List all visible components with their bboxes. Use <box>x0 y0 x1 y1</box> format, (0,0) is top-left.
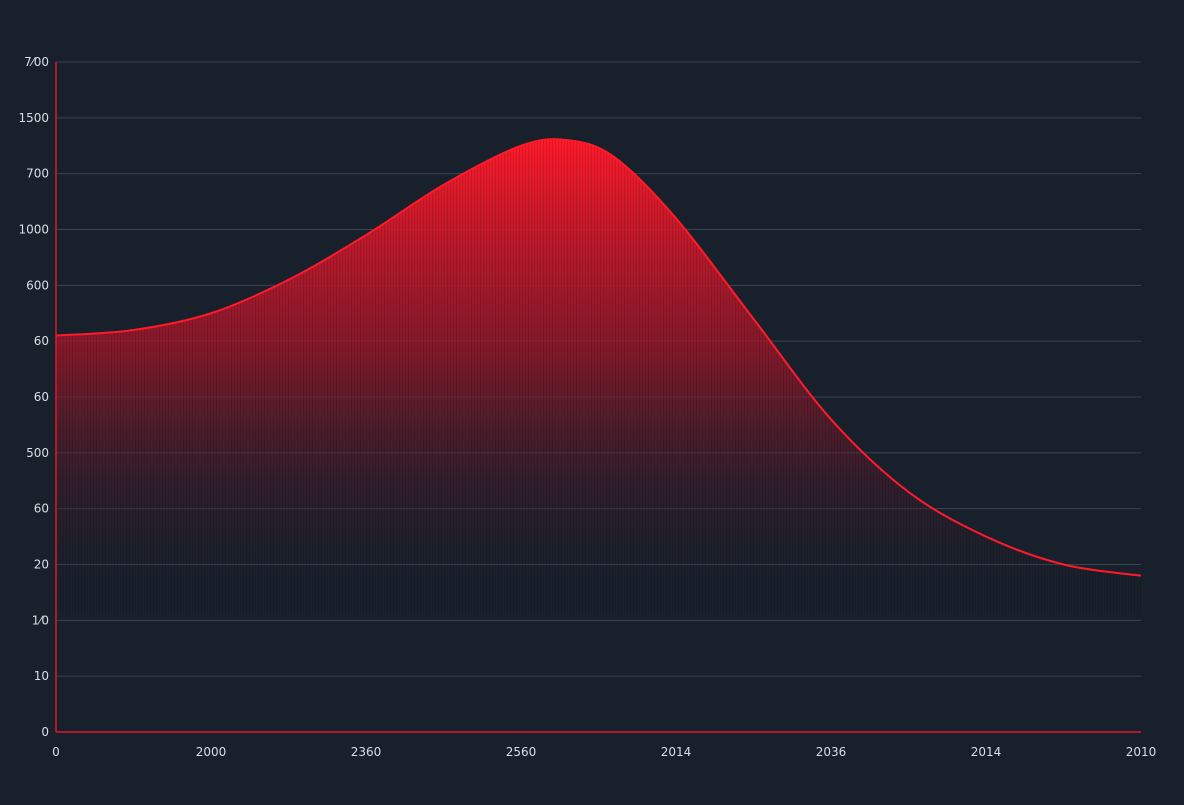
x-tick-label: 2560 <box>506 745 537 759</box>
y-tick-label: 500 <box>26 446 49 460</box>
y-tick-label: 10 <box>34 669 49 683</box>
x-tick-label: 2360 <box>351 745 382 759</box>
x-tick-label: 2014 <box>661 745 692 759</box>
y-tick-label: 7⁄00 <box>24 55 49 69</box>
area-series <box>55 138 1142 615</box>
area-texture <box>56 139 1141 615</box>
y-tick-label: 1000 <box>18 223 49 237</box>
y-tick-label: 60 <box>34 334 49 348</box>
x-tick-label: 2036 <box>816 745 847 759</box>
axes <box>55 62 1141 733</box>
y-tick-label: 60 <box>34 502 49 516</box>
y-tick-label: 600 <box>26 278 49 292</box>
y-axis-ticks: 0 10 1⁄0 20 60 500 60 60 600 1000 700 1500 7⁄00 <box>18 55 49 739</box>
x-tick-label: 2014 <box>971 745 1002 759</box>
area-line <box>55 138 1142 577</box>
y-tick-label: 0 <box>41 725 49 739</box>
y-tick-label: 1⁄0 <box>32 613 49 627</box>
y-tick-label: 700 <box>26 167 49 181</box>
y-tick-label: 60 <box>34 390 49 404</box>
x-tick-label: 0 <box>52 745 60 759</box>
x-axis-ticks: 0 2000 2360 2560 2014 2036 2014 2010 <box>52 745 1156 759</box>
y-tick-label: 20 <box>34 558 49 572</box>
y-tick-label: 1500 <box>18 111 49 125</box>
x-tick-label: 2010 <box>1126 745 1157 759</box>
x-tick-label: 2000 <box>196 745 227 759</box>
